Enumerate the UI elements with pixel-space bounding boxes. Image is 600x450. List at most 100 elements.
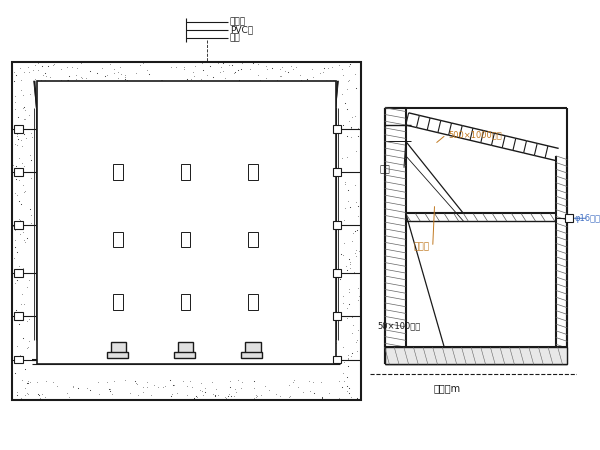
Point: [185, 378, 195, 385]
Point: [337, 65, 347, 72]
Bar: [178, 342, 193, 354]
Point: [19, 104, 28, 111]
Bar: [14, 356, 23, 364]
Point: [62, 64, 71, 71]
Bar: [248, 164, 257, 180]
Point: [252, 392, 262, 399]
Point: [328, 63, 337, 71]
Point: [334, 395, 344, 402]
Point: [154, 383, 163, 390]
Point: [293, 383, 303, 391]
Point: [156, 76, 166, 83]
Point: [196, 386, 205, 393]
Point: [339, 240, 349, 247]
Point: [224, 61, 233, 68]
Point: [105, 61, 115, 68]
Point: [344, 76, 354, 84]
Point: [27, 134, 37, 141]
Point: [342, 387, 352, 395]
Point: [229, 70, 239, 77]
Point: [121, 72, 130, 79]
Point: [337, 90, 346, 97]
Point: [196, 380, 206, 387]
Point: [249, 377, 259, 384]
Point: [226, 383, 235, 391]
Point: [133, 380, 142, 387]
Point: [41, 378, 51, 385]
Point: [352, 227, 362, 234]
Point: [353, 327, 363, 334]
Point: [105, 386, 115, 393]
Point: [350, 112, 360, 120]
Point: [238, 59, 247, 67]
Point: [26, 220, 35, 227]
Point: [136, 77, 145, 84]
Point: [12, 277, 22, 284]
Point: [138, 383, 148, 391]
Point: [95, 391, 104, 398]
Point: [264, 387, 274, 394]
Point: [344, 62, 354, 69]
Point: [203, 71, 212, 78]
Point: [289, 65, 298, 72]
Point: [256, 392, 265, 399]
Point: [353, 284, 363, 292]
Point: [10, 69, 19, 76]
Point: [56, 65, 66, 72]
Bar: [11, 62, 361, 400]
Point: [347, 349, 356, 356]
Point: [12, 132, 22, 140]
Point: [343, 197, 353, 204]
Point: [218, 59, 228, 67]
Point: [340, 205, 350, 212]
Point: [20, 300, 29, 307]
Bar: [14, 269, 23, 277]
Point: [344, 389, 354, 396]
Bar: [332, 125, 341, 133]
Point: [19, 265, 28, 272]
Point: [305, 387, 314, 394]
Point: [233, 377, 243, 384]
Point: [350, 182, 359, 189]
Point: [102, 71, 112, 78]
Point: [346, 393, 356, 400]
Point: [11, 162, 20, 170]
Point: [339, 125, 349, 132]
Point: [344, 285, 353, 292]
Point: [22, 344, 32, 351]
Point: [16, 395, 26, 402]
Point: [353, 202, 363, 209]
Point: [24, 276, 34, 284]
Point: [230, 386, 240, 393]
Point: [131, 379, 141, 386]
Point: [9, 255, 19, 262]
Point: [120, 376, 130, 383]
Point: [317, 395, 326, 402]
Bar: [332, 168, 341, 176]
Point: [22, 390, 31, 397]
Point: [339, 359, 349, 366]
Point: [13, 135, 23, 142]
Point: [352, 347, 361, 355]
Point: [220, 393, 230, 400]
Text: φ16螺栓: φ16螺栓: [575, 214, 600, 223]
Point: [198, 66, 208, 73]
Bar: [385, 347, 567, 364]
Point: [125, 390, 134, 397]
Point: [188, 68, 198, 76]
Point: [223, 392, 233, 400]
Point: [20, 365, 30, 373]
Point: [131, 69, 141, 76]
Text: 木莫: 木莫: [230, 33, 241, 42]
Point: [22, 317, 32, 324]
Point: [340, 179, 350, 186]
Point: [73, 384, 83, 392]
Point: [12, 142, 22, 149]
Point: [236, 384, 246, 392]
Point: [343, 187, 353, 194]
Point: [67, 63, 76, 70]
Point: [34, 66, 43, 73]
Point: [230, 68, 240, 76]
Point: [317, 394, 326, 401]
Point: [143, 66, 152, 73]
